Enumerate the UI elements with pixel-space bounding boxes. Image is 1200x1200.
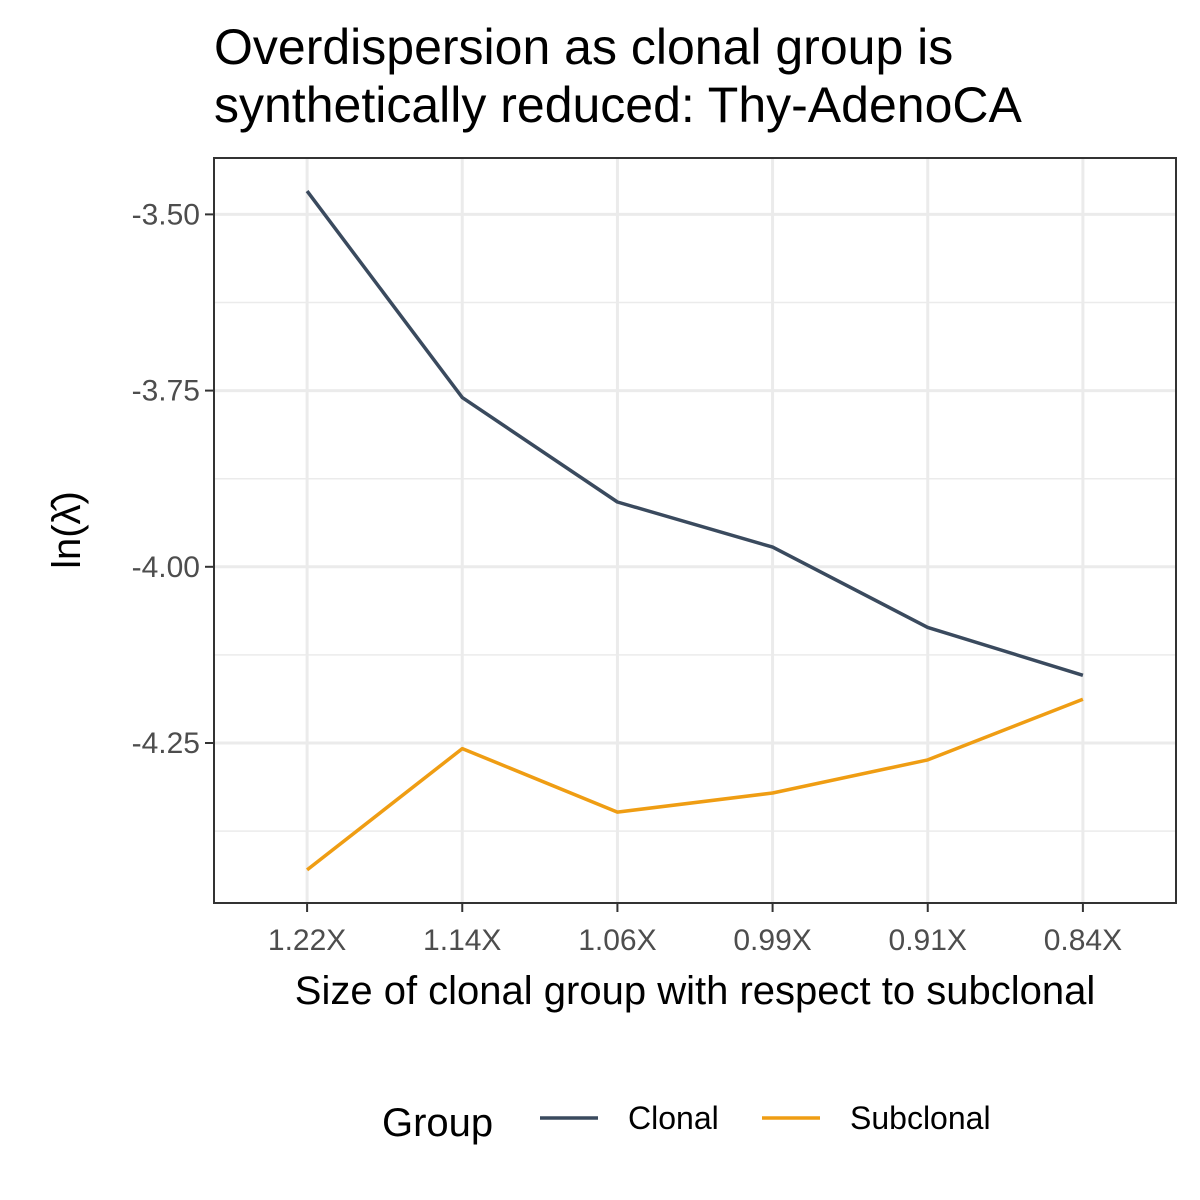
legend: Group Clonal Subclonal <box>382 1100 991 1145</box>
chart-title-line-2: synthetically reduced: Thy-AdenoCA <box>214 77 1022 133</box>
series-line-subclonal <box>306 697 1084 872</box>
x-tick-label: 1.22X <box>268 924 346 957</box>
plot-background <box>214 158 1176 903</box>
legend-title: Group <box>382 1101 493 1145</box>
series-layer <box>305 190 1084 872</box>
chart-title-line-1: Overdispersion as clonal group is <box>214 19 953 75</box>
chart-title: Overdispersion as clonal group is synthe… <box>214 19 1022 133</box>
y-tick-label: -4.00 <box>132 551 200 584</box>
series-line-clonal <box>305 190 1084 677</box>
axis-layer: -3.50 -3.75 -4.00 -4.25 1.22X 1.14X 1.06X 0.99X… <box>132 198 1122 957</box>
x-tick-label: 0.84X <box>1044 924 1122 957</box>
y-tick-label: -3.75 <box>132 375 200 408</box>
x-tick-label: 0.91X <box>889 924 967 957</box>
y-axis-title: ln(λ̂) <box>45 491 89 569</box>
y-tick-label: -4.25 <box>132 727 200 760</box>
y-tick-label: -3.50 <box>132 198 200 231</box>
legend-label-clonal: Clonal <box>628 1100 719 1136</box>
legend-entries: Clonal Subclonal <box>540 1100 991 1136</box>
x-tick-label: 0.99X <box>733 924 811 957</box>
grid-layer <box>214 158 1176 903</box>
x-tick-label: 1.06X <box>578 924 656 957</box>
x-axis-title: Size of clonal group with respect to sub… <box>295 969 1095 1013</box>
legend-label-subclonal: Subclonal <box>850 1100 991 1136</box>
x-tick-label: 1.14X <box>423 924 501 957</box>
plot-border <box>213 157 1177 904</box>
